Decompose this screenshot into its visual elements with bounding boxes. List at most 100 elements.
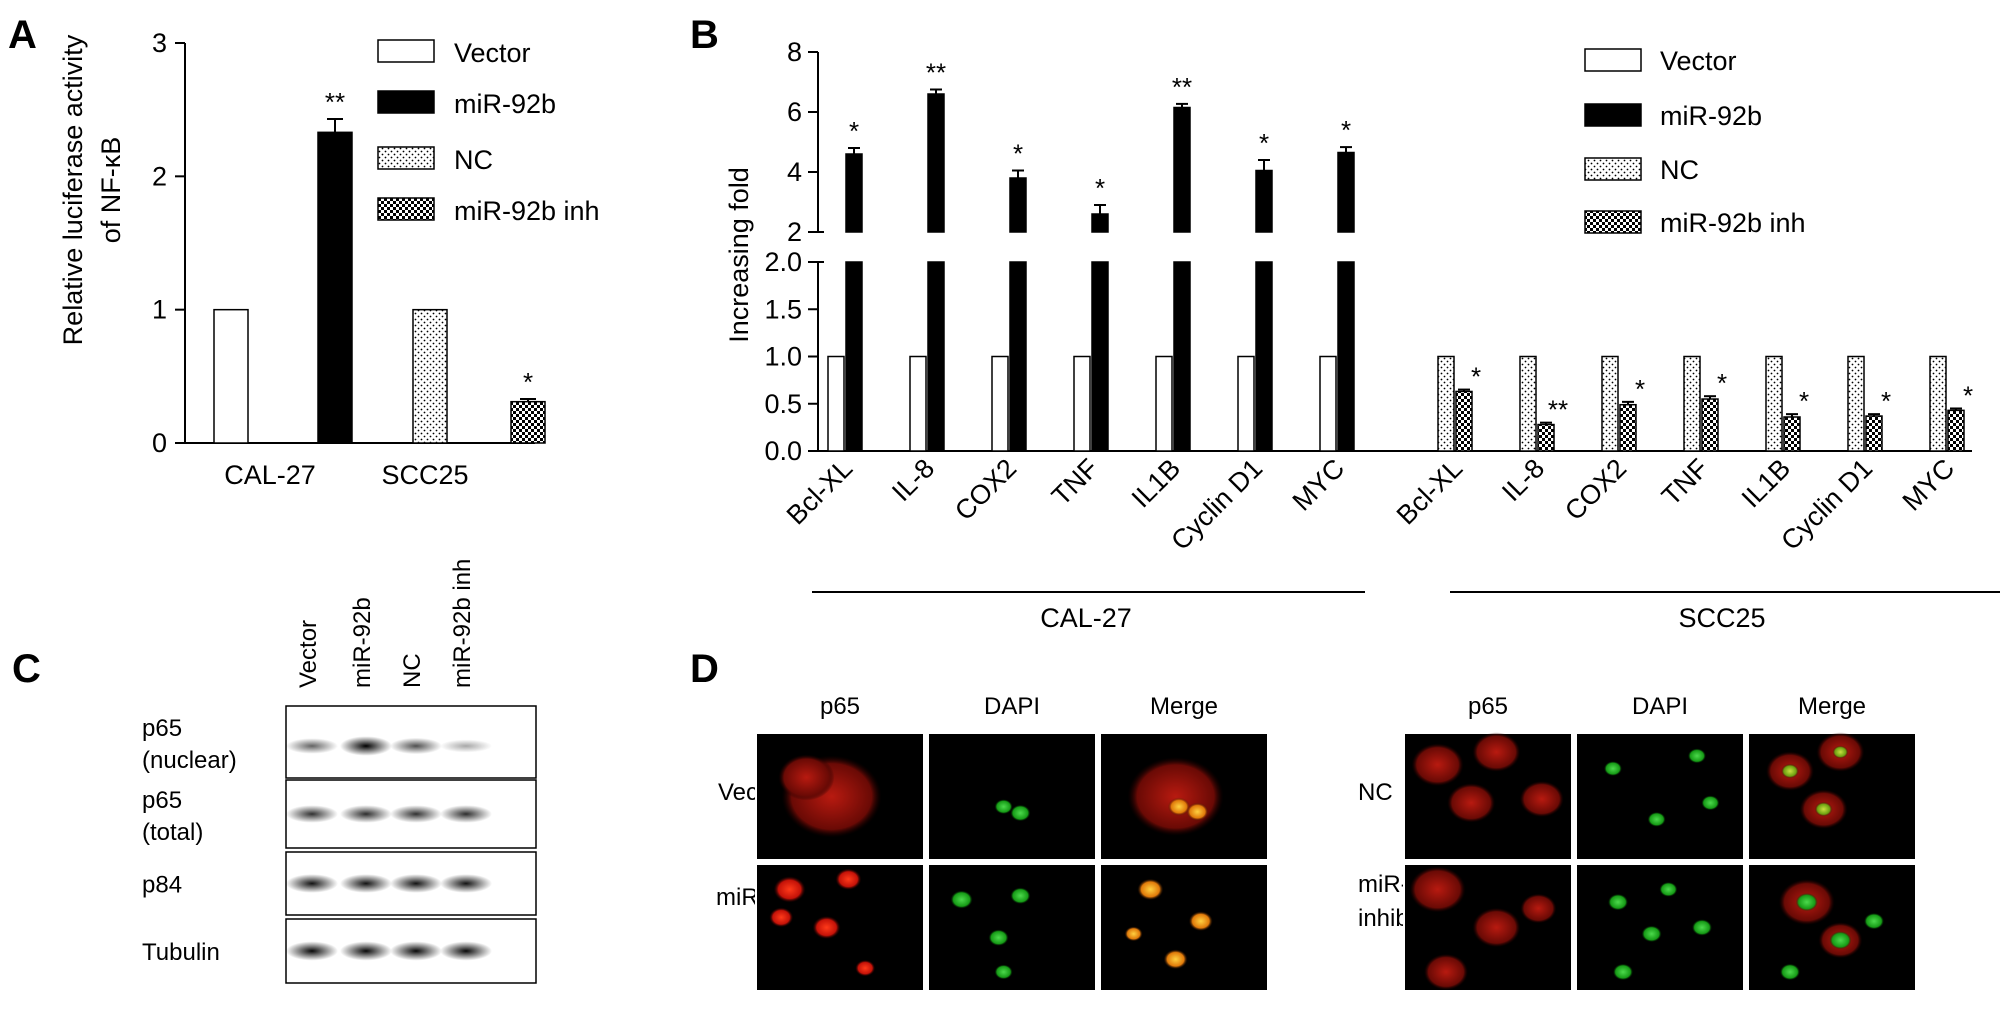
chart-b-bar-cal-27-cyclin-d1-control — [1237, 355, 1255, 452]
chart-a-category-cal27: CAL-27 — [224, 460, 316, 490]
micrograph-left-1-dapi — [927, 863, 1097, 992]
blot-lane-label-nc: NC — [399, 653, 426, 688]
chart-a-ytick-label: 2 — [152, 161, 167, 191]
blot-band — [390, 737, 442, 755]
micrograph-cell — [1814, 801, 1833, 817]
chart-a-luciferase: Relative luciferase activity of NF-κB 0 1… — [58, 28, 546, 490]
chart-a-ylabel-line2: of NF-κB — [96, 137, 126, 244]
legend-b-swatch-mir92b-inh — [1584, 210, 1642, 234]
micrograph-right-1-merge — [1747, 863, 1917, 992]
blot-row-label: p65 — [142, 787, 182, 814]
blot-band — [286, 805, 338, 823]
blot-band — [286, 941, 338, 961]
micrograph-cell — [1127, 757, 1224, 836]
micrograph-cell — [1613, 963, 1634, 981]
chart-b-significance: * — [1259, 128, 1269, 158]
chart-a-category-scc25: SCC25 — [381, 460, 468, 490]
micrograph-cell — [855, 959, 876, 977]
micrograph-cell — [1167, 797, 1190, 816]
chart-b-xtick-label: IL1B — [1126, 453, 1186, 513]
micrograph-cell — [778, 754, 835, 801]
legend-b-item-vector: Vector — [1584, 46, 1737, 76]
chart-b-xtick-label: TNF — [1046, 453, 1104, 511]
blot-band — [440, 874, 492, 893]
chart-b-ylabel: Increasing fold — [724, 167, 754, 343]
blot-lane-label-mir-92b-inh: miR-92b inh — [449, 559, 476, 688]
chart-b-xtick-label: IL1B — [1736, 453, 1796, 513]
micrograph-frame — [927, 732, 1097, 861]
chart-b-bar-cal-27-il1b-control — [1155, 355, 1173, 452]
micrograph-cell — [769, 907, 794, 928]
chart-a-ytick-label: 3 — [152, 28, 167, 58]
chart-b-bar-cal-27-bcl-xl-control — [827, 355, 845, 452]
legend-b-label-vector: Vector — [1660, 46, 1737, 76]
blot-lane-label-mir-92b: miR-92b — [349, 597, 376, 688]
legend-b-item-nc: NC — [1584, 155, 1699, 185]
blot-row-label-sub: (nuclear) — [142, 747, 237, 774]
blot-row-label: p65 — [142, 715, 182, 742]
legend-b-label-mir92b-inh: miR-92b inh — [1660, 208, 1806, 238]
chart-b-significance: * — [1717, 368, 1727, 398]
chart-b-bar-scc25-il1b-treated — [1783, 416, 1801, 452]
blot-band — [340, 805, 392, 823]
legend-a-swatch-nc — [377, 146, 435, 170]
micrograph-frame — [1575, 863, 1745, 992]
legend-a: Vector miR-92b NC miR-92b inh — [377, 38, 600, 226]
micrograph-cell — [1832, 745, 1849, 759]
chart-b-significance: * — [1799, 386, 1809, 416]
chart-b-significance: * — [1881, 386, 1891, 416]
micrograph-col-header-p65: p65 — [1468, 693, 1508, 720]
micrograph-cell — [950, 890, 973, 909]
legend-b-swatch-vector — [1584, 48, 1642, 72]
chart-b-bar-cal-27-il-8-treated-lower — [927, 261, 945, 452]
chart-b-bar-cal-27-cyclin-d1-treated-lower — [1255, 261, 1273, 452]
chart-b-xtick-label: TNF — [1656, 453, 1714, 511]
legend-a-label-vector: Vector — [454, 38, 531, 68]
chart-b-bar-scc25-bcl-xl-treated — [1455, 390, 1473, 452]
chart-b-bar-scc25-tnf-treated — [1701, 398, 1719, 452]
chart-b-significance: * — [1095, 173, 1105, 203]
micrograph-col-header-p65: p65 — [820, 693, 860, 720]
legend-b-item-mir92b: miR-92b — [1584, 101, 1762, 131]
chart-b-bar-cal-27-myc-control — [1319, 355, 1337, 452]
blot-band — [340, 941, 392, 961]
micrograph-right-0-dapi — [1575, 732, 1745, 861]
micrograph-row-label-nc: NC — [1358, 779, 1393, 806]
chart-a-ytick-label: 0 — [152, 428, 167, 458]
micrograph-cell — [1137, 878, 1164, 901]
chart-b-significance: * — [1013, 139, 1023, 169]
chart-a-significance: ** — [325, 87, 345, 117]
legend-a-item-nc: NC — [377, 145, 493, 175]
micrograph-frame — [1099, 863, 1269, 992]
micrograph-cell — [1780, 963, 1800, 981]
chart-b-bar-cal-27-il-8-control — [909, 355, 927, 452]
chart-b-xtick-label: COX2 — [1559, 453, 1632, 526]
micrograph-left-1-merge — [1099, 863, 1269, 992]
chart-b-bar-cal-27-tnf-treated-upper — [1091, 213, 1109, 233]
blot-band — [440, 805, 492, 823]
chart-a-bar-cal-27-vector — [213, 308, 249, 444]
chart-b-xtick-label: IL-8 — [886, 453, 940, 507]
chart-b-ytick-label: 4 — [787, 157, 802, 187]
chart-b-bar-cal-27-il1b-treated-lower — [1173, 261, 1191, 452]
chart-b-ytick-label: 0.0 — [764, 436, 802, 466]
chart-a-ylabel-line1: Relative luciferase activity — [58, 34, 88, 345]
chart-b-xtick-label: MYC — [1287, 453, 1351, 517]
chart-b-xtick-label: COX2 — [949, 453, 1022, 526]
blot-band — [440, 739, 492, 753]
chart-a-bar-scc25-nc — [412, 308, 448, 444]
chart-b-bar-scc25-il1b-control — [1765, 355, 1783, 452]
chart-b-group-label-scc25: SCC25 — [1678, 603, 1765, 633]
legend-b-label-nc: NC — [1660, 155, 1699, 185]
chart-b-bar-cal-27-cox2-control — [991, 355, 1009, 452]
micrograph-cell — [1781, 763, 1799, 779]
micrograph-cell — [1701, 795, 1720, 811]
chart-b-ytick-label: 8 — [787, 37, 802, 67]
legend-a-swatch-vector — [377, 39, 435, 63]
micrograph-cell — [1010, 804, 1031, 822]
chart-b-significance: ** — [926, 58, 946, 88]
chart-b-significance: * — [1635, 374, 1645, 404]
chart-b-bar-cal-27-il1b-treated-upper — [1173, 106, 1191, 233]
